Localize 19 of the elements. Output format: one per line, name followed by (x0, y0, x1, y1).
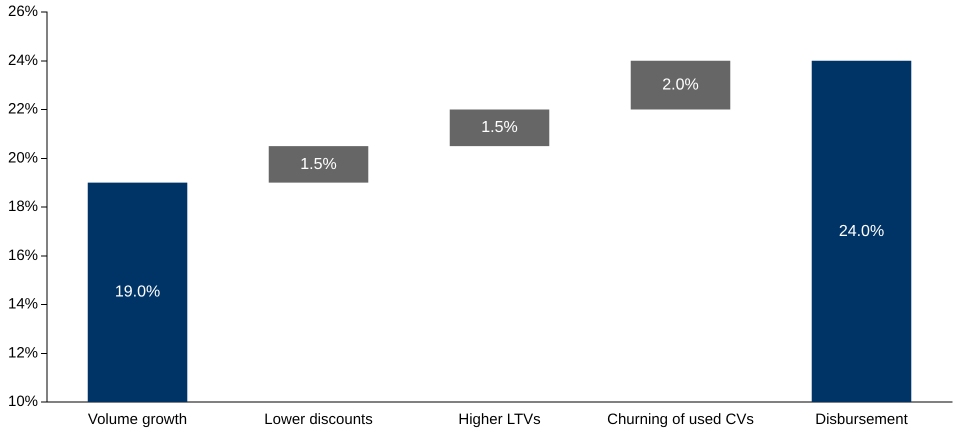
y-tick-label: 18% (8, 198, 38, 216)
y-tick-label: 26% (8, 3, 38, 20)
y-tick-label: 10% (8, 393, 38, 410)
y-tick-label: 20% (8, 149, 38, 166)
data-label: 1.5% (300, 156, 337, 173)
data-label: 2.0% (662, 76, 699, 94)
y-tick-label: 22% (8, 100, 38, 118)
x-tick-label: Disbursement (815, 411, 909, 428)
y-tick-label: 16% (8, 246, 38, 264)
y-tick-label: 12% (8, 344, 38, 362)
x-tick-label: Volume growth (88, 411, 188, 428)
data-label: 24.0% (838, 222, 884, 240)
x-tick-label: Higher LTVs (458, 411, 541, 428)
data-label: 19.0% (114, 284, 160, 301)
y-tick-label: 24% (8, 52, 38, 69)
x-tick-label: Churning of used CVs (607, 411, 754, 428)
data-label: 1.5% (481, 119, 518, 136)
y-tick-label: 14% (8, 296, 38, 313)
x-tick-label: Lower discounts (264, 411, 373, 428)
